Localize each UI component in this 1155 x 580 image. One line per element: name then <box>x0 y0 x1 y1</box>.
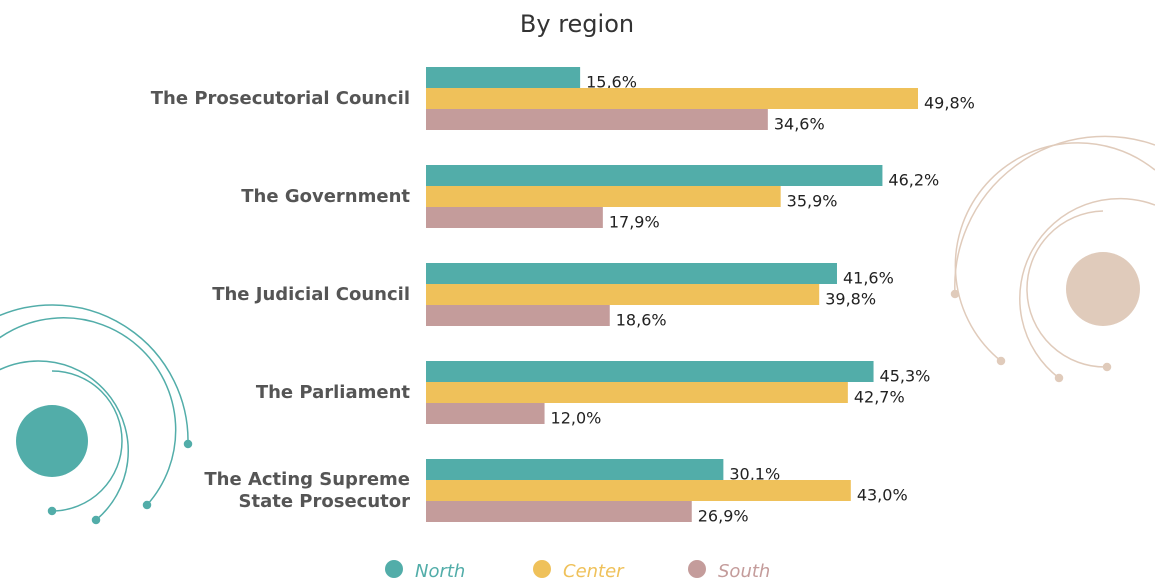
category-label: The Acting Supreme State Prosecutor <box>150 469 410 513</box>
chart-title: By region <box>520 10 634 38</box>
value-label: 35,9% <box>787 192 838 211</box>
value-label: 41,6% <box>843 269 894 288</box>
category-label: The Judicial Council <box>150 284 410 306</box>
chart: By region 15,6%49,8%34,6%46,2%35,9%17,9%… <box>0 0 1155 580</box>
value-label: 49,8% <box>924 94 975 113</box>
bar <box>426 165 882 186</box>
decoration-right <box>952 136 1155 381</box>
bar <box>426 186 781 207</box>
bar <box>426 480 851 501</box>
legend-marker <box>688 560 706 578</box>
value-label: 26,9% <box>698 507 749 526</box>
value-label: 39,8% <box>825 290 876 309</box>
bar <box>426 403 545 424</box>
bar <box>426 263 837 284</box>
category-label: The Parliament <box>150 382 410 404</box>
value-label: 18,6% <box>616 311 667 330</box>
bar <box>426 67 580 88</box>
value-label: 34,6% <box>774 115 825 134</box>
legend-marker <box>533 560 551 578</box>
value-label: 43,0% <box>857 486 908 505</box>
legend-label: South <box>718 561 770 580</box>
bar <box>426 361 874 382</box>
bar <box>426 109 768 130</box>
legend-label: Center <box>563 561 625 580</box>
bar <box>426 284 819 305</box>
value-label: 46,2% <box>888 171 939 190</box>
bar <box>426 382 848 403</box>
bar <box>426 88 918 109</box>
value-label: 17,9% <box>609 213 660 232</box>
value-label: 45,3% <box>880 367 931 386</box>
legend-label: North <box>415 561 465 580</box>
legend-marker <box>385 560 403 578</box>
bar <box>426 501 692 522</box>
bar <box>426 207 603 228</box>
category-label: The Government <box>150 186 410 208</box>
value-label: 42,7% <box>854 388 905 407</box>
bar <box>426 459 723 480</box>
bar <box>426 305 610 326</box>
category-label: The Prosecutorial Council <box>150 88 410 110</box>
value-label: 12,0% <box>551 409 602 428</box>
